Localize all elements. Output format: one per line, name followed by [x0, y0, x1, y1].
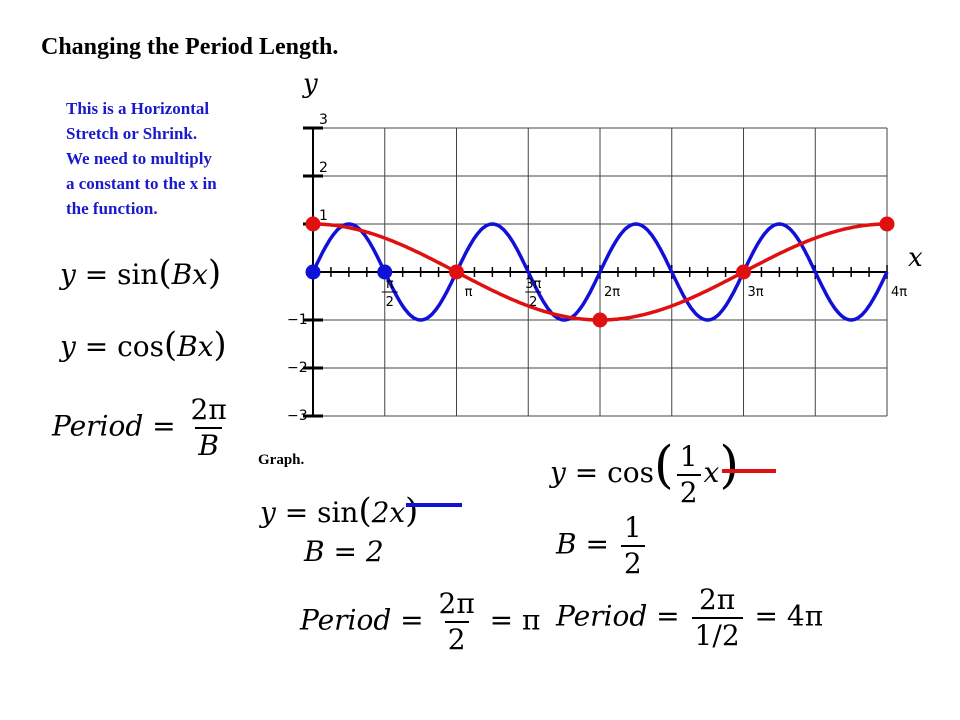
- x-tick-label: 2: [386, 295, 394, 310]
- x-tick-label: 2: [529, 295, 537, 310]
- data-point: [592, 312, 608, 328]
- description-line-1: This is a Horizontal: [66, 99, 210, 118]
- data-point: [879, 216, 895, 232]
- formula-period-example-cos: Period = 2π 1/2 = 4π: [556, 583, 824, 652]
- y-tick-label: −1: [287, 312, 308, 328]
- formula-sin-example: y = sin(2x): [260, 491, 419, 530]
- y-tick-label: 3: [319, 112, 328, 128]
- legend-sin-line: [406, 503, 462, 507]
- x-tick-label: π: [465, 285, 473, 300]
- x-axis-label: x: [908, 243, 923, 273]
- x-tick-label: 4π: [891, 285, 907, 300]
- y-tick-label: 1: [319, 208, 328, 224]
- series-line: [311, 222, 889, 322]
- data-point: [305, 264, 321, 280]
- slide-title: Changing the Period Length.: [41, 34, 339, 60]
- x-tick-label: 3π: [525, 277, 541, 292]
- description-line-3: We need to multiply: [66, 149, 212, 168]
- description-line-2: Stretch or Shrink.: [66, 124, 198, 143]
- graph-label: Graph.: [258, 452, 305, 468]
- y-tick-label: −2: [287, 360, 308, 376]
- x-tick-label: 3π: [747, 285, 763, 300]
- description-line-5: the function.: [66, 199, 158, 218]
- data-point: [736, 264, 752, 280]
- formula-b-example-sin: B = 2: [304, 535, 384, 568]
- x-tick-label: π: [386, 277, 394, 292]
- formula-period-general: Period = 2π B: [52, 393, 227, 462]
- formula-period-example-sin: Period = 2π 2 = π: [300, 587, 541, 656]
- description-line-4: a constant to the x in: [66, 174, 217, 193]
- curves: [305, 216, 895, 328]
- legend-cos-line: [722, 469, 776, 473]
- description-text: This is a Horizontal Stretch or Shrink. …: [66, 96, 296, 221]
- data-point: [377, 264, 393, 280]
- x-tick-label: 2π: [604, 285, 620, 300]
- formula-cos-example: y = cos(1 2 x): [550, 435, 739, 509]
- formula-cos-general: y = cos(Bx): [60, 325, 227, 364]
- y-axis-label: y: [302, 69, 318, 99]
- y-tick-label: −3: [287, 408, 308, 424]
- data-point: [449, 264, 465, 280]
- data-point: [305, 216, 321, 232]
- y-tick-label: 2: [319, 160, 328, 176]
- formula-sin-general: y = sin(Bx): [60, 253, 222, 292]
